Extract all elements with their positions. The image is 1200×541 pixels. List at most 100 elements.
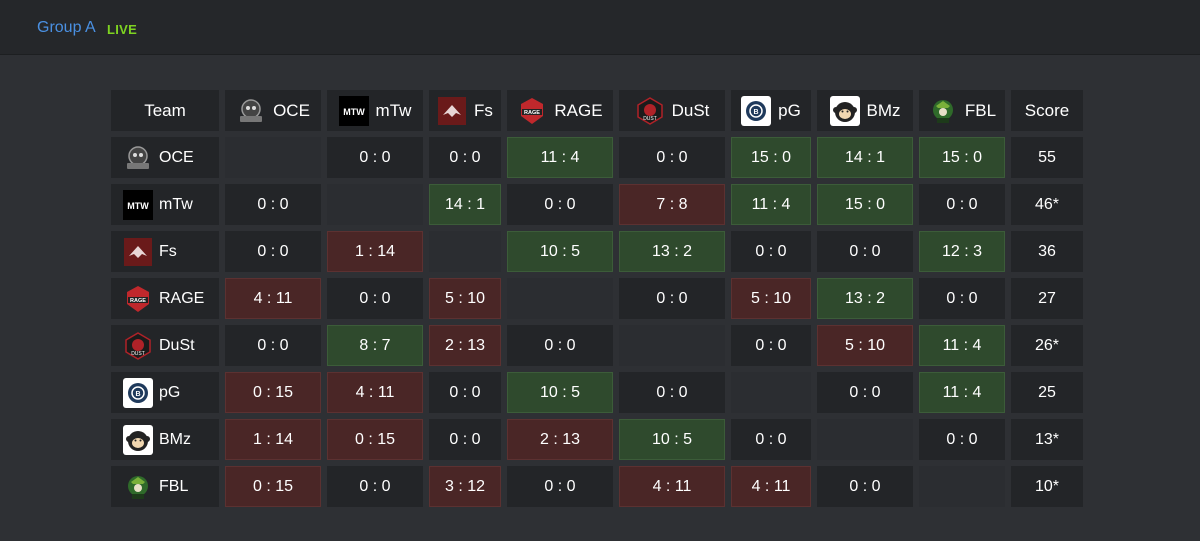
match-result-cell[interactable]: 4 : 11 bbox=[619, 466, 725, 507]
match-result-cell[interactable]: 5 : 10 bbox=[429, 278, 501, 319]
team-row-fs[interactable]: Fs bbox=[111, 231, 219, 272]
match-result-cell[interactable]: 0 : 0 bbox=[817, 231, 913, 272]
group-title: Group A bbox=[37, 19, 96, 36]
match-result-cell[interactable]: 0 : 0 bbox=[327, 466, 423, 507]
team-name: RAGE bbox=[159, 289, 205, 307]
match-result-cell[interactable]: 0 : 0 bbox=[619, 372, 725, 413]
match-result-cell[interactable]: 8 : 7 bbox=[327, 325, 423, 366]
match-result-cell[interactable]: 15 : 0 bbox=[731, 137, 811, 178]
match-result-cell[interactable]: 0 : 0 bbox=[507, 466, 613, 507]
match-result-cell[interactable]: 14 : 1 bbox=[429, 184, 501, 225]
fbl-logo-icon bbox=[123, 472, 153, 502]
column-header-oce[interactable]: OCE bbox=[225, 90, 321, 131]
match-result-cell[interactable]: 11 : 4 bbox=[919, 372, 1005, 413]
pg-logo-icon: B bbox=[123, 377, 153, 408]
match-result-cell[interactable]: 10 : 5 bbox=[619, 419, 725, 460]
match-result-cell[interactable]: 0 : 0 bbox=[429, 419, 501, 460]
match-result-cell[interactable]: 0 : 0 bbox=[817, 372, 913, 413]
match-result-cell[interactable]: 3 : 12 bbox=[429, 466, 501, 507]
team-row-fbl[interactable]: FBL bbox=[111, 466, 219, 507]
team-row-oce[interactable]: OCE bbox=[111, 137, 219, 178]
column-header-bmz[interactable]: BMz bbox=[817, 90, 913, 131]
match-result-cell[interactable]: 0 : 0 bbox=[225, 184, 321, 225]
fs-logo-icon bbox=[437, 96, 467, 126]
score-column-header: Score bbox=[1011, 90, 1083, 131]
match-result-cell[interactable]: 0 : 0 bbox=[731, 325, 811, 366]
match-result-cell[interactable]: 4 : 11 bbox=[327, 372, 423, 413]
mtw-logo-icon: MTW bbox=[123, 189, 153, 220]
match-result-cell[interactable]: 0 : 0 bbox=[619, 137, 725, 178]
match-result-cell[interactable]: 4 : 11 bbox=[731, 466, 811, 507]
match-result-cell[interactable]: 11 : 4 bbox=[919, 325, 1005, 366]
match-result-cell[interactable]: 0 : 0 bbox=[327, 137, 423, 178]
empty-cell bbox=[817, 419, 913, 460]
fbl-logo-icon bbox=[928, 96, 958, 126]
team-name: mTw bbox=[159, 195, 193, 213]
group-header: Group A LIVE bbox=[0, 0, 1200, 55]
team-name: OCE bbox=[159, 148, 194, 166]
column-header-rage[interactable]: RAGE RAGE bbox=[507, 90, 613, 131]
match-result-cell[interactable]: 13 : 2 bbox=[817, 278, 913, 319]
team-row-rage[interactable]: RAGE RAGE bbox=[111, 278, 219, 319]
match-result-cell[interactable]: 0 : 0 bbox=[225, 325, 321, 366]
match-result-cell[interactable]: 1 : 14 bbox=[327, 231, 423, 272]
match-result-cell[interactable]: 5 : 10 bbox=[731, 278, 811, 319]
match-result-cell[interactable]: 13 : 2 bbox=[619, 231, 725, 272]
team-row-dust[interactable]: DUST DuSt bbox=[111, 325, 219, 366]
match-result-cell[interactable]: 10 : 5 bbox=[507, 372, 613, 413]
team-name: pG bbox=[159, 383, 181, 401]
team-score: 13* bbox=[1011, 419, 1083, 460]
team-score: 36 bbox=[1011, 231, 1083, 272]
match-result-cell[interactable]: 0 : 0 bbox=[919, 184, 1005, 225]
match-result-cell[interactable]: 0 : 0 bbox=[429, 137, 501, 178]
column-header-label: OCE bbox=[273, 100, 310, 120]
empty-cell bbox=[429, 231, 501, 272]
match-result-cell[interactable]: 1 : 14 bbox=[225, 419, 321, 460]
match-result-cell[interactable]: 0 : 0 bbox=[731, 231, 811, 272]
match-result-cell[interactable]: 15 : 0 bbox=[817, 184, 913, 225]
match-result-cell[interactable]: 10 : 5 bbox=[507, 231, 613, 272]
fs-logo-icon bbox=[123, 237, 153, 267]
match-result-cell[interactable]: 0 : 0 bbox=[731, 419, 811, 460]
column-header-label: pG bbox=[778, 100, 801, 120]
column-header-fbl[interactable]: FBL bbox=[919, 90, 1005, 131]
match-result-cell[interactable]: 0 : 0 bbox=[619, 278, 725, 319]
match-result-cell[interactable]: 11 : 4 bbox=[507, 137, 613, 178]
match-result-cell[interactable]: 5 : 10 bbox=[817, 325, 913, 366]
column-header-dust[interactable]: DUST DuSt bbox=[619, 90, 725, 131]
match-result-cell[interactable]: 0 : 15 bbox=[225, 372, 321, 413]
team-row-bmz[interactable]: BMz bbox=[111, 419, 219, 460]
match-result-cell[interactable]: 12 : 3 bbox=[919, 231, 1005, 272]
match-result-cell[interactable]: 0 : 0 bbox=[919, 278, 1005, 319]
match-result-cell[interactable]: 14 : 1 bbox=[817, 137, 913, 178]
column-header-fs[interactable]: Fs bbox=[429, 90, 501, 131]
team-name: FBL bbox=[159, 477, 189, 495]
column-header-mtw[interactable]: MTW mTw bbox=[327, 90, 423, 131]
match-result-cell[interactable]: 0 : 0 bbox=[225, 231, 321, 272]
score-header-label: Score bbox=[1024, 100, 1070, 120]
match-result-cell[interactable]: 4 : 11 bbox=[225, 278, 321, 319]
match-result-cell[interactable]: 0 : 0 bbox=[919, 419, 1005, 460]
column-header-label: DuSt bbox=[671, 100, 710, 120]
match-result-cell[interactable]: 0 : 0 bbox=[429, 372, 501, 413]
match-result-cell[interactable]: 0 : 0 bbox=[507, 184, 613, 225]
column-header-label: BMz bbox=[866, 100, 901, 120]
match-result-cell[interactable]: 0 : 15 bbox=[327, 419, 423, 460]
match-result-cell[interactable]: 0 : 0 bbox=[817, 466, 913, 507]
match-result-cell[interactable]: 0 : 0 bbox=[327, 278, 423, 319]
empty-cell bbox=[619, 325, 725, 366]
match-result-cell[interactable]: 0 : 15 bbox=[225, 466, 321, 507]
match-result-cell[interactable]: 2 : 13 bbox=[507, 419, 613, 460]
match-result-cell[interactable]: 0 : 0 bbox=[507, 325, 613, 366]
team-row-mtw[interactable]: MTW mTw bbox=[111, 184, 219, 225]
match-result-cell[interactable]: 7 : 8 bbox=[619, 184, 725, 225]
team-score: 46* bbox=[1011, 184, 1083, 225]
match-result-cell[interactable]: 15 : 0 bbox=[919, 137, 1005, 178]
match-result-cell[interactable]: 2 : 13 bbox=[429, 325, 501, 366]
match-result-cell[interactable]: 11 : 4 bbox=[731, 184, 811, 225]
team-name: Fs bbox=[159, 242, 177, 260]
team-header-label: Team bbox=[144, 100, 186, 120]
